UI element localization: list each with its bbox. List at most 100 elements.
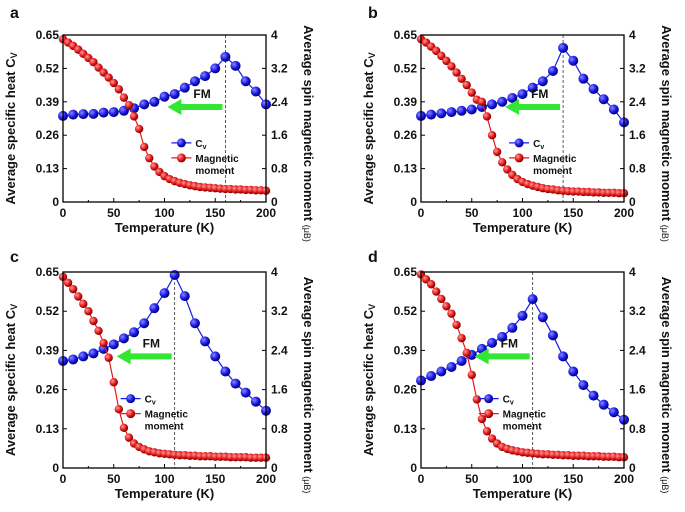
cv-point [78,351,89,362]
y2-axis-label: Average spin magnetic moment (μB) [659,25,674,242]
x-tick-label: 150 [205,472,225,486]
magnetic-point [89,316,98,326]
cv-point [88,348,99,359]
y-tick-label: 0.26 [36,383,60,397]
cv-point [210,351,221,362]
legend-cv-marker [176,138,186,148]
cv-point [139,318,150,329]
cv-point [179,291,190,302]
y-tick-label: 0.65 [36,28,60,42]
cv-point [200,71,211,82]
y-tick-label: 0.65 [394,28,418,42]
legend-magnetic-marker [514,153,524,163]
legend-magnetic-marker [176,153,186,163]
y2-tick-label: 2.4 [629,95,646,109]
panel-label: b [368,5,378,22]
y-tick-label: 0 [52,461,59,475]
legend-cv-marker [126,394,136,404]
magnetic-point [119,93,129,102]
cv-point [497,331,508,342]
cv-point [220,51,231,62]
y2-tick-label: 0 [271,461,278,475]
panel-d: d0 50 100 150 20000.130.260.390.520.6500.81.… [361,249,674,501]
cv-point [159,288,170,299]
x-tick-label: 150 [205,206,225,220]
plot-frame [62,271,267,469]
cv-point [456,355,467,366]
y-tick-label: 0.39 [36,343,60,357]
y-tick-label: 0.26 [394,383,418,397]
legend-cv-label: Cv [195,139,206,151]
cv-point [558,42,569,53]
legend-magnetic-marker [484,409,494,419]
y-tick-label: 0.52 [394,304,418,318]
y2-tick-label: 0 [629,195,636,209]
y2-tick-label: 1.6 [271,383,288,397]
y-tick-label: 0.39 [36,95,60,109]
magnetic-point [68,284,78,294]
cv-point [568,55,579,66]
magnetic-point [79,299,88,309]
panel-label: d [368,249,378,266]
cv-point [578,380,589,391]
magnetic-point [487,131,497,140]
y2-tick-label: 3.2 [629,61,646,75]
cv-point [527,82,538,93]
magnetic-point [437,294,446,304]
x-axis-label: Temperature (K) [473,220,572,235]
y2-axis-unit: (μB) [660,476,670,493]
cv-point [436,366,447,377]
cv-point [547,330,558,341]
x-tick-label: 200 [614,206,634,220]
legend-cv-subscript: v [203,144,207,151]
legend-magnetic-label: Magnetic [533,154,577,165]
fm-arrow [474,348,530,365]
y2-axis-unit: (μB) [302,225,312,242]
fm-annotation: FM [193,87,210,101]
magnetic-point [477,97,487,107]
cv-point [446,361,457,372]
magnetic-point [492,147,502,157]
magnetic-point [477,414,487,424]
legend-cv-label: Cv [533,139,544,151]
magnetic-point [109,378,118,387]
cv-point [189,76,200,87]
cv-point [426,109,437,120]
magnetic-point [150,162,159,171]
y-tick-label: 0.13 [36,422,60,436]
magnetic-point [129,112,139,121]
y2-tick-label: 3.2 [271,304,288,318]
y2-tick-label: 1.6 [629,128,646,142]
magnetic-point [472,395,482,404]
magnetic-point [467,370,476,380]
magnetic-point [104,73,113,82]
legend-cv-label: Cv [503,395,514,407]
magnetic-point [134,124,144,134]
fm-arrow [167,98,223,115]
legend-magnetic-label-line2: moment [145,422,185,433]
magnetic-point [442,56,451,66]
cv-point [108,339,119,350]
panel-a: a0 50 100 150 20000.130.260.390.520.6500.81.… [3,5,316,242]
x-tick-label: 50 [465,206,479,220]
y-axis-label-subscript: V [367,52,377,58]
y-axis-label-subscript: V [9,52,19,58]
y-axis-label-subscript: V [367,304,377,310]
y-tick-label: 0.26 [36,128,60,142]
cv-point [497,96,508,107]
cv-point [78,109,89,120]
x-tick-label: 200 [256,472,276,486]
y2-axis-label: Average spin magnetic moment (μB) [301,277,316,494]
legend-magnetic-marker [126,409,136,419]
y2-axis-unit: (μB) [660,225,670,242]
legend-cv-subscript: v [510,400,514,407]
cv-point [517,89,528,100]
x-tick-label: 0 [60,206,67,220]
cv-point [608,407,619,418]
y2-tick-label: 4 [629,265,636,279]
y-tick-label: 0.52 [36,304,60,318]
legend-magnetic-label: Magnetic [145,410,189,421]
y2-tick-label: 0.8 [271,422,288,436]
cv-point [507,92,518,103]
y2-tick-label: 0 [271,195,278,209]
